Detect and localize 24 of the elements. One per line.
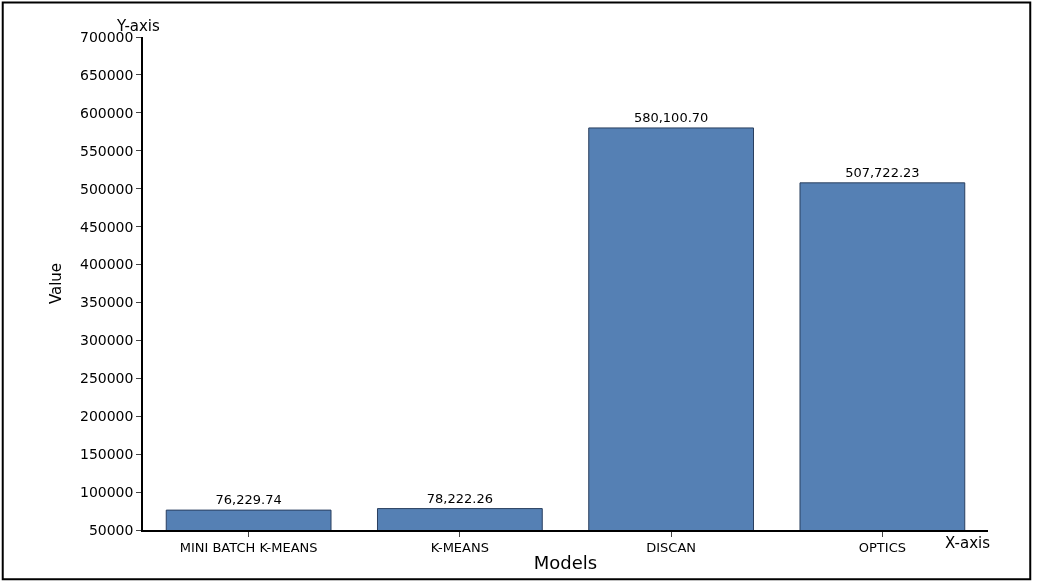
y-tick-label: 150000 bbox=[80, 446, 134, 463]
y-tick-label: 400000 bbox=[80, 256, 134, 273]
x-tick-label: DISCAN bbox=[646, 540, 697, 556]
y-tick-label: 350000 bbox=[80, 294, 134, 311]
y-tick-label: 500000 bbox=[80, 180, 134, 197]
data-label: 580,100.70 bbox=[633, 109, 709, 125]
y-tick-label: 50000 bbox=[88, 521, 134, 538]
y-tick-label: 300000 bbox=[80, 332, 134, 349]
x-tick-label: K-MEANS bbox=[430, 540, 489, 556]
y-tick-label: 250000 bbox=[80, 370, 134, 387]
y-tick-label: 650000 bbox=[80, 66, 134, 83]
y-tick-label: 550000 bbox=[80, 142, 134, 159]
x-tick-label: MINI BATCH K-MEANS bbox=[179, 540, 318, 556]
x-tick-label: OPTICS bbox=[858, 540, 906, 556]
y-tick-label: 200000 bbox=[80, 408, 134, 425]
data-label: 76,229.74 bbox=[215, 492, 282, 508]
y-tick-label: 600000 bbox=[80, 104, 134, 121]
text: X-axis bbox=[945, 534, 991, 552]
data-label: 507,722.23 bbox=[845, 164, 920, 180]
y-tick-label: 450000 bbox=[80, 218, 134, 235]
y-tick-label: 100000 bbox=[80, 483, 134, 500]
x-axis-title: Models bbox=[533, 551, 598, 573]
y-axis-title: Value bbox=[46, 262, 65, 305]
data-label: 78,222.26 bbox=[426, 490, 493, 506]
